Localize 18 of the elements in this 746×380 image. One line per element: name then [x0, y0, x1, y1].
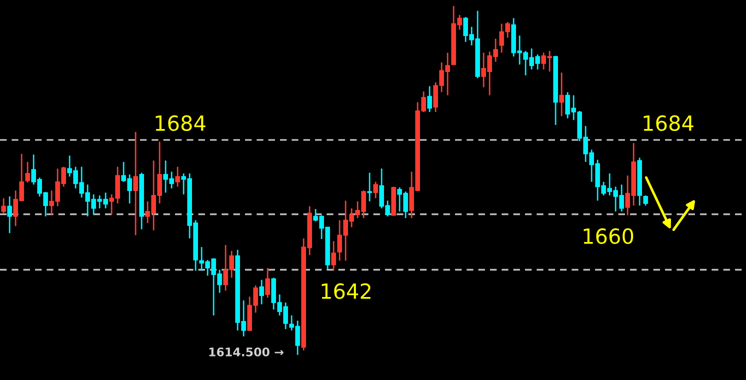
candlestick: [175, 166, 180, 188]
annotation: 1614.500 →: [209, 347, 284, 356]
candlestick: [25, 161, 30, 184]
annotation: 1684: [156, 115, 206, 132]
candlestick: [367, 172, 372, 202]
annotation: 1642: [322, 283, 370, 300]
candlestick: [1, 198, 6, 214]
candlestick: [643, 194, 648, 206]
candlestick: [427, 85, 432, 113]
annotation: 1660: [584, 228, 634, 244]
candlestick: [7, 196, 12, 234]
candlestick: [331, 240, 336, 272]
candlestick: [259, 279, 264, 305]
candlestick: [559, 72, 564, 117]
candlestick: [373, 181, 378, 199]
candlestick: [133, 131, 138, 236]
candlestick: [265, 267, 270, 298]
annotation: 1684: [644, 115, 694, 132]
